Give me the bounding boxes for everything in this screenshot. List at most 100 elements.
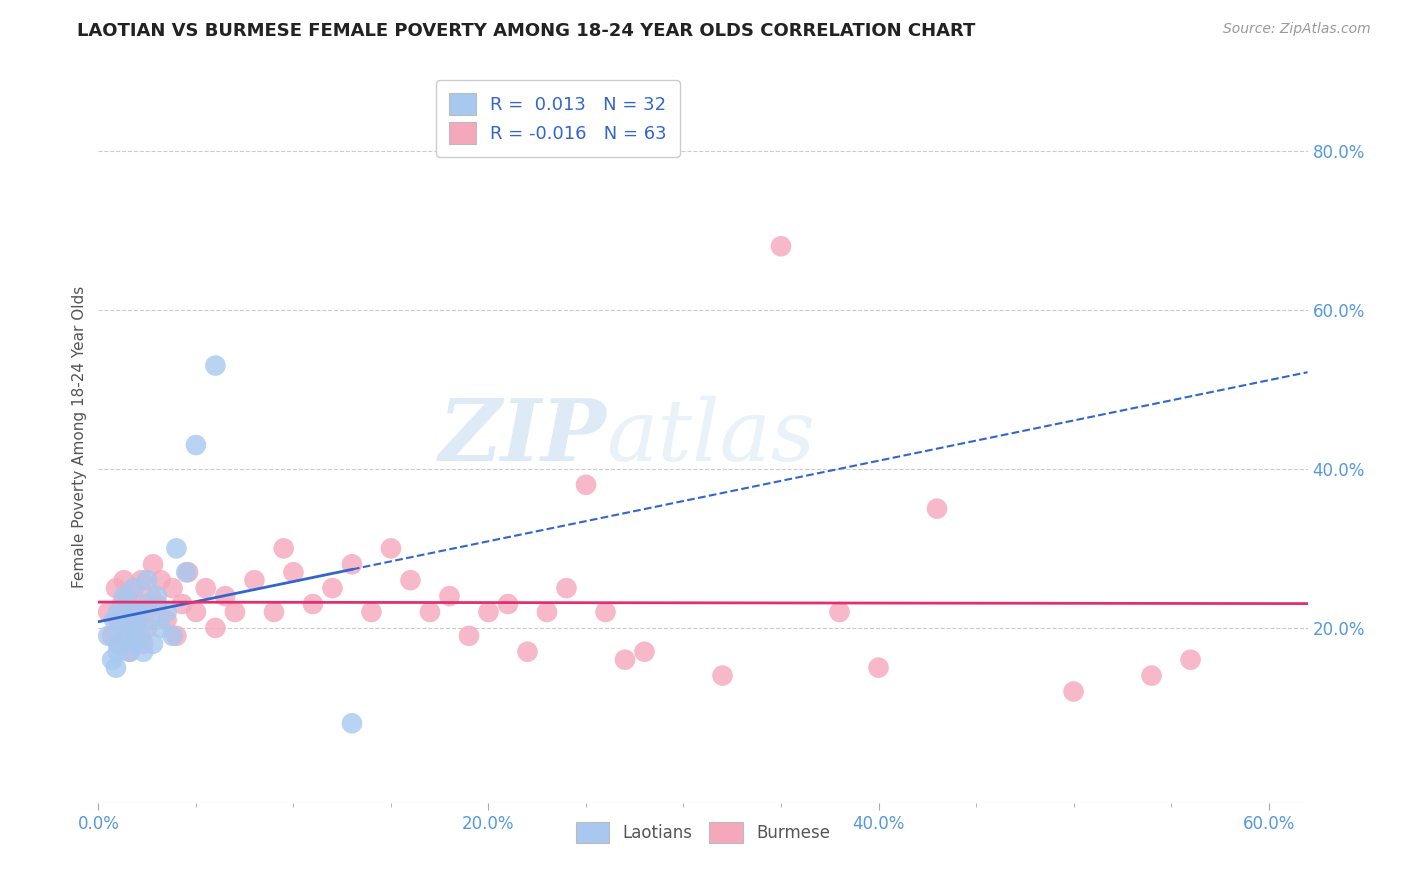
Point xyxy=(380,541,402,556)
Point xyxy=(108,637,131,651)
Point xyxy=(97,629,120,643)
Point xyxy=(132,645,155,659)
Point xyxy=(107,613,129,627)
Point xyxy=(156,605,179,619)
Point xyxy=(458,629,481,643)
Point xyxy=(136,597,159,611)
Point xyxy=(769,239,792,253)
Text: Source: ZipAtlas.com: Source: ZipAtlas.com xyxy=(1223,22,1371,37)
Point xyxy=(136,573,159,587)
Point xyxy=(868,660,890,674)
Point xyxy=(194,581,217,595)
Point xyxy=(496,597,519,611)
Point xyxy=(204,621,226,635)
Point xyxy=(104,660,127,674)
Text: LAOTIAN VS BURMESE FEMALE POVERTY AMONG 18-24 YEAR OLDS CORRELATION CHART: LAOTIAN VS BURMESE FEMALE POVERTY AMONG … xyxy=(77,22,976,40)
Point xyxy=(174,566,197,580)
Point xyxy=(172,597,194,611)
Point xyxy=(121,613,143,627)
Point xyxy=(439,589,461,603)
Point xyxy=(122,581,145,595)
Point xyxy=(97,605,120,619)
Point xyxy=(101,629,124,643)
Point xyxy=(122,581,145,595)
Point xyxy=(477,605,499,619)
Point xyxy=(224,605,246,619)
Point xyxy=(117,629,139,643)
Point xyxy=(828,605,851,619)
Point xyxy=(516,645,538,659)
Point xyxy=(162,581,184,595)
Point xyxy=(614,653,637,667)
Point xyxy=(131,573,153,587)
Point xyxy=(112,589,135,603)
Point xyxy=(101,653,124,667)
Point xyxy=(107,645,129,659)
Point xyxy=(124,637,146,651)
Point xyxy=(633,645,655,659)
Point xyxy=(124,629,146,643)
Point xyxy=(711,668,734,682)
Point xyxy=(184,605,207,619)
Point xyxy=(132,637,155,651)
Point xyxy=(399,573,422,587)
Point xyxy=(263,605,285,619)
Text: atlas: atlas xyxy=(606,396,815,478)
Point xyxy=(340,558,363,572)
Point xyxy=(107,605,129,619)
Point xyxy=(142,637,165,651)
Point xyxy=(127,621,149,635)
Point xyxy=(146,589,169,603)
Point xyxy=(1140,668,1163,682)
Point xyxy=(1063,684,1085,698)
Point xyxy=(127,613,149,627)
Point xyxy=(139,613,162,627)
Point xyxy=(575,477,598,491)
Text: ZIP: ZIP xyxy=(439,395,606,479)
Point xyxy=(142,558,165,572)
Point xyxy=(136,605,159,619)
Point xyxy=(243,573,266,587)
Point xyxy=(555,581,578,595)
Point xyxy=(214,589,236,603)
Point xyxy=(146,597,169,611)
Point xyxy=(340,716,363,731)
Point xyxy=(111,597,134,611)
Point xyxy=(321,581,343,595)
Point xyxy=(419,605,441,619)
Point xyxy=(156,613,179,627)
Y-axis label: Female Poverty Among 18-24 Year Olds: Female Poverty Among 18-24 Year Olds xyxy=(72,286,87,588)
Point xyxy=(302,597,325,611)
Point xyxy=(165,541,187,556)
Point xyxy=(112,573,135,587)
Legend: Laotians, Burmese: Laotians, Burmese xyxy=(569,815,837,849)
Point xyxy=(121,605,143,619)
Point xyxy=(117,621,139,635)
Point xyxy=(925,501,948,516)
Point xyxy=(107,637,129,651)
Point xyxy=(117,589,139,603)
Point xyxy=(127,605,149,619)
Point xyxy=(177,566,200,580)
Point xyxy=(103,613,125,627)
Point xyxy=(595,605,617,619)
Point xyxy=(117,597,139,611)
Point xyxy=(118,645,141,659)
Point xyxy=(139,589,162,603)
Point xyxy=(1180,653,1202,667)
Point xyxy=(536,605,558,619)
Point xyxy=(149,621,172,635)
Point xyxy=(131,629,153,643)
Point xyxy=(136,621,159,635)
Point xyxy=(165,629,187,643)
Point xyxy=(104,581,127,595)
Point xyxy=(118,645,141,659)
Point xyxy=(283,566,305,580)
Point xyxy=(127,597,149,611)
Point xyxy=(273,541,295,556)
Point xyxy=(111,621,134,635)
Point xyxy=(162,629,184,643)
Point xyxy=(360,605,382,619)
Point xyxy=(149,573,172,587)
Point xyxy=(184,438,207,452)
